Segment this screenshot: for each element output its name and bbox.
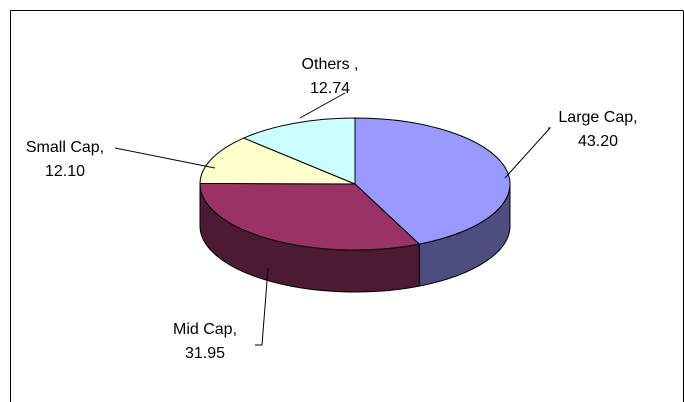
slice-label: Mid Cap, bbox=[173, 321, 237, 338]
slice bbox=[199, 182, 421, 251]
value-label: 31.95 bbox=[185, 345, 225, 362]
slice bbox=[354, 117, 511, 245]
value-label: 12.74 bbox=[310, 80, 350, 97]
value-label: 43.20 bbox=[578, 133, 618, 150]
slice-label: Small Cap, bbox=[26, 139, 104, 156]
slice-label: Others , bbox=[302, 56, 359, 73]
slice-label: Large Cap, bbox=[558, 109, 637, 126]
value-label: 12.10 bbox=[45, 163, 85, 180]
slice bbox=[242, 117, 356, 185]
leader-line bbox=[114, 147, 216, 169]
leader-line bbox=[299, 92, 346, 119]
leader-line bbox=[255, 267, 269, 346]
leader-line bbox=[504, 127, 552, 179]
slice bbox=[199, 137, 356, 185]
